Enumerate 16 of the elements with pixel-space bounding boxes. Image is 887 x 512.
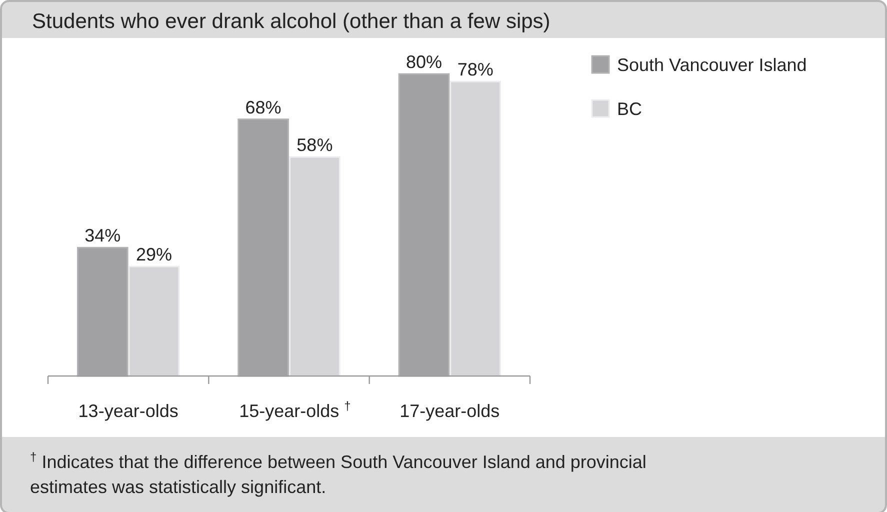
bar [128,266,180,377]
legend-label: BC [617,99,642,119]
data-label: 68% [245,97,282,118]
legend-label: South Vancouver Island [617,55,807,75]
data-label: 78% [457,60,494,80]
x-tick-label: 13-year-olds [78,401,178,421]
x-tick-label: 17-year-olds [400,401,500,421]
bar [289,156,340,377]
text: $^{†}$ Indicates that the difference between South Vancouver Island and provincial estimates was statistically significant. [30,450,646,497]
bar [450,80,502,377]
data-label: 58% [296,135,333,156]
data-label: 80% [406,52,442,72]
data-label: 29% [136,244,172,265]
x-tick-label: 15-year-olds $^{†}$ [239,399,351,421]
data-label: 34% [84,226,121,246]
chart-title: Students who ever drank alcohol (other than a few sips) [32,10,550,33]
